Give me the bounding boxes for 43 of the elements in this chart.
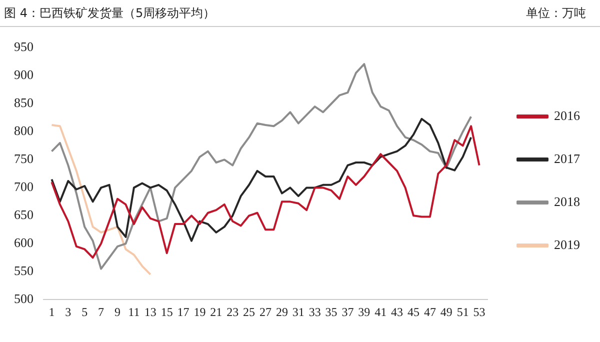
x-tick-label: 3 <box>65 304 72 319</box>
x-tick-label: 23 <box>226 304 239 319</box>
y-tick-label: 950 <box>14 39 34 54</box>
x-tick-label: 1 <box>48 304 55 319</box>
x-tick-label: 25 <box>243 304 256 319</box>
legend-label: 2016 <box>554 108 580 123</box>
x-tick-label: 31 <box>292 304 304 319</box>
legend-label: 2017 <box>554 150 580 166</box>
x-tick-label: 33 <box>308 304 321 319</box>
y-tick-label: 650 <box>14 207 34 222</box>
y-tick-label: 800 <box>14 123 34 138</box>
x-tick-label: 27 <box>260 304 272 319</box>
y-tick-label: 500 <box>14 291 34 306</box>
x-tick-label: 17 <box>177 304 190 319</box>
x-tick-label: 9 <box>114 304 120 319</box>
x-tick-label: 39 <box>358 304 370 319</box>
x-tick-label: 11 <box>128 304 140 319</box>
y-tick-label: 700 <box>14 179 34 194</box>
x-tick-label: 5 <box>82 304 88 319</box>
x-tick-label: 53 <box>473 304 486 319</box>
x-tick-label: 51 <box>456 304 469 319</box>
chart-title: 图 4：巴西铁矿发货量（5周移动平均） <box>4 5 216 22</box>
x-tick-label: 41 <box>374 304 387 319</box>
x-tick-label: 37 <box>342 304 354 319</box>
x-tick-label: 13 <box>144 304 156 319</box>
x-tick-label: 47 <box>424 304 436 319</box>
y-tick-label: 900 <box>14 67 34 82</box>
x-tick-label: 35 <box>325 304 338 319</box>
x-tick-label: 19 <box>194 304 206 319</box>
y-tick-label: 750 <box>14 151 34 166</box>
x-tick-label: 45 <box>408 304 420 319</box>
x-tick-label: 15 <box>160 304 173 319</box>
legend-label: 2019 <box>554 236 580 252</box>
x-tick-label: 21 <box>210 304 222 319</box>
x-tick-label: 43 <box>391 304 404 319</box>
y-tick-label: 600 <box>14 235 34 250</box>
y-tick-label: 550 <box>14 263 34 278</box>
legend-label: 2018 <box>554 194 580 209</box>
text: 单位：万吨 <box>526 5 586 22</box>
y-tick-label: 850 <box>14 95 34 110</box>
x-tick-label: 49 <box>440 304 452 319</box>
x-tick-label: 29 <box>276 304 288 319</box>
x-tick-label: 7 <box>98 304 104 319</box>
